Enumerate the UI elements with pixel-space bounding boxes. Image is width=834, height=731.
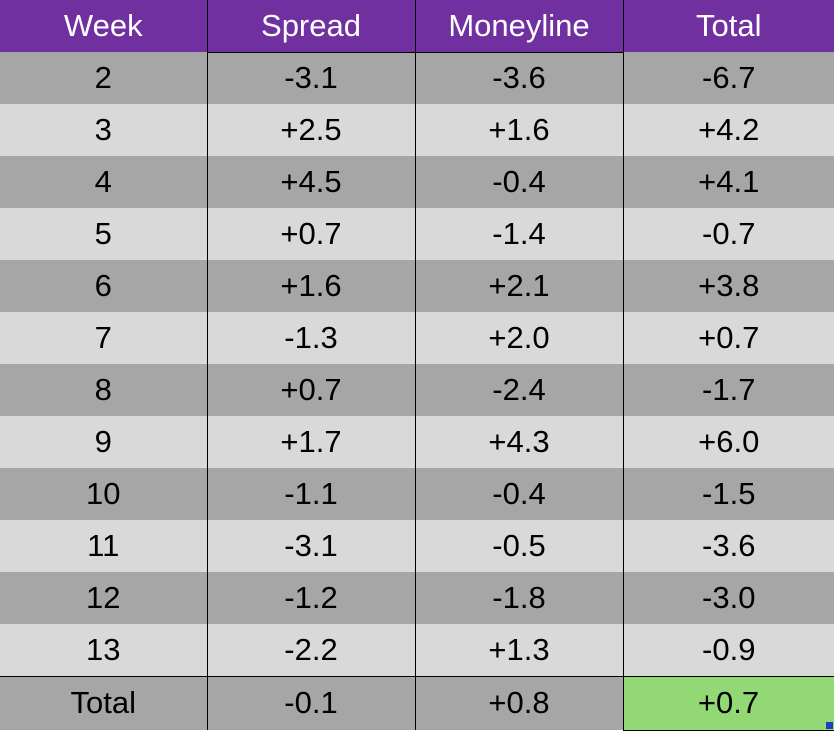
cell-spread[interactable]: +0.7 [206,364,416,416]
cell-spread[interactable]: +4.5 [206,156,416,208]
cell-moneyline[interactable]: -0.4 [414,468,624,520]
cell-moneyline[interactable]: -2.4 [414,364,624,416]
cell-spread[interactable]: -1.1 [206,468,416,520]
cell-total[interactable]: -0.9 [623,624,834,676]
cell-spread[interactable]: -1.3 [206,312,416,364]
cell-moneyline[interactable]: -0.5 [414,520,624,572]
cell-spread[interactable]: -3.1 [206,520,416,572]
cell-week[interactable]: 9 [0,416,207,468]
cell-total[interactable]: +3.8 [623,260,834,312]
cell-week[interactable]: 7 [0,312,207,364]
table-row: 4 +4.5 -0.4 +4.1 [0,156,834,208]
cell-moneyline[interactable]: -1.4 [414,208,624,260]
cell-total[interactable]: +6.0 [623,416,834,468]
table-body: 2 -3.1 -3.6 -6.7 3 +2.5 +1.6 +4.2 4 +4.5 -0.4 +4.1 5… [0,52,834,676]
cell-total[interactable]: +0.7 [623,312,834,364]
cell-spread[interactable]: -2.2 [206,624,416,676]
cell-total[interactable]: -3.0 [623,572,834,624]
table-row: 11 -3.1 -0.5 -3.6 [0,520,834,572]
cell-spread[interactable]: +1.7 [206,416,416,468]
cell-week[interactable]: 13 [0,624,207,676]
cell-week[interactable]: 5 [0,208,207,260]
cell-spread[interactable]: -3.1 [206,52,416,104]
header-cell-moneyline[interactable]: Moneyline [414,0,624,53]
cell-week[interactable]: 8 [0,364,207,416]
table-row: 13 -2.2 +1.3 -0.9 [0,624,834,676]
table-row: 12 -1.2 -1.8 -3.0 [0,572,834,624]
cell-spread[interactable]: -1.2 [206,572,416,624]
cell-week[interactable]: 3 [0,104,207,156]
table-row: 3 +2.5 +1.6 +4.2 [0,104,834,156]
cell-total[interactable]: -6.7 [623,52,834,104]
cell-moneyline[interactable]: +2.1 [414,260,624,312]
cell-total[interactable]: -1.5 [623,468,834,520]
cell-week[interactable]: 11 [0,520,207,572]
totals-row: Total -0.1 +0.8 +0.7 [0,675,834,731]
table-row: 6 +1.6 +2.1 +3.8 [0,260,834,312]
cell-week[interactable]: 2 [0,52,207,104]
header-cell-total[interactable]: Total [623,0,834,52]
table-row: 8 +0.7 -2.4 -1.7 [0,364,834,416]
cell-moneyline[interactable]: +2.0 [414,312,624,364]
cell-total[interactable]: -1.7 [623,364,834,416]
table-row: 10 -1.1 -0.4 -1.5 [0,468,834,520]
totals-label-cell[interactable]: Total [0,675,208,730]
cell-total[interactable]: +4.1 [623,156,834,208]
cell-spread[interactable]: +0.7 [206,208,416,260]
totals-total-value: +0.7 [697,685,760,720]
header-cell-week[interactable]: Week [0,0,207,52]
cell-moneyline[interactable]: +4.3 [414,416,624,468]
cell-spread[interactable]: +2.5 [206,104,416,156]
cell-week[interactable]: 12 [0,572,207,624]
cell-moneyline[interactable]: +1.6 [414,104,624,156]
cell-total[interactable]: -0.7 [623,208,834,260]
cell-moneyline[interactable]: -0.4 [414,156,624,208]
table-row: 5 +0.7 -1.4 -0.7 [0,208,834,260]
cell-week[interactable]: 6 [0,260,207,312]
table-row: 9 +1.7 +4.3 +6.0 [0,416,834,468]
cell-week[interactable]: 4 [0,156,207,208]
totals-moneyline-cell[interactable]: +0.8 [414,675,624,730]
table-row: 2 -3.1 -3.6 -6.7 [0,52,834,104]
header-row: Week Spread Moneyline Total [0,0,834,53]
cell-moneyline[interactable]: -1.8 [414,572,624,624]
totals-spread-cell[interactable]: -0.1 [206,675,416,730]
cell-total[interactable]: +4.2 [623,104,834,156]
fill-handle[interactable] [825,721,833,729]
cell-moneyline[interactable]: +1.3 [414,624,624,676]
cell-spread[interactable]: +1.6 [206,260,416,312]
cell-moneyline[interactable]: -3.6 [414,52,624,104]
totals-total-cell-selected[interactable]: +0.7 [622,675,834,731]
table-row: 7 -1.3 +2.0 +0.7 [0,312,834,364]
cell-week[interactable]: 10 [0,468,207,520]
header-cell-spread[interactable]: Spread [206,0,416,53]
cell-total[interactable]: -3.6 [623,520,834,572]
